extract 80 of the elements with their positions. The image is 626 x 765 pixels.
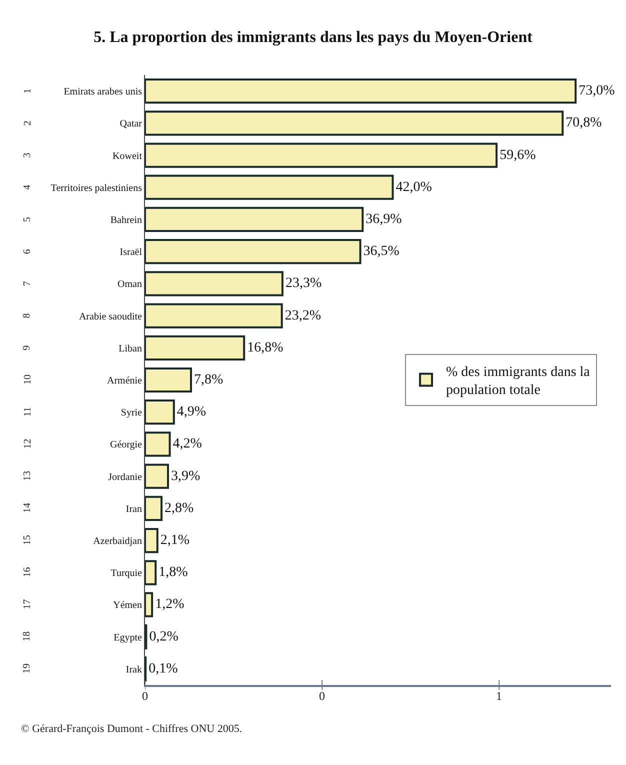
text: 2 [22, 120, 34, 126]
bar [145, 367, 192, 393]
data-label: 16,8% [247, 340, 284, 356]
bar [145, 560, 157, 586]
y-tick-label: Turquie [110, 568, 143, 580]
y-tick-label: Arménie [107, 376, 143, 386]
data-label: 0,1% [148, 661, 178, 676]
data-label: 23,2% [284, 308, 322, 324]
text: 4 [22, 184, 34, 190]
y-tick-label: Liban [118, 343, 142, 354]
data-label: 1,8% [158, 565, 188, 580]
text: 14 [22, 502, 34, 513]
text: 16 [22, 567, 33, 578]
data-label: 0,2% [149, 629, 179, 644]
text: 1 [22, 88, 34, 94]
bar [145, 335, 246, 360]
y-tick-label: Bahrein [110, 214, 142, 226]
bar [145, 206, 364, 232]
text: 8 [22, 313, 33, 318]
bar [145, 464, 170, 489]
text: 10 [22, 374, 34, 384]
legend-label: % des immigrants dans la population totale [446, 365, 591, 398]
bar [145, 142, 498, 168]
text: 13 [22, 470, 34, 481]
y-tick-label: Iran [126, 504, 142, 515]
chart-title: 5. La proportion des immigrants dans les pays du Moyen-Orient [94, 28, 534, 46]
text: 0 [142, 689, 148, 703]
bar [145, 271, 284, 296]
data-label: 4,9% [176, 404, 206, 420]
data-label: 70,8% [566, 116, 602, 131]
data-label: 1,2% [155, 597, 185, 612]
data-label: 7,8% [194, 372, 224, 388]
y-tick-label: Syrie [120, 408, 143, 419]
text: 12 [22, 438, 34, 449]
text: 15 [22, 535, 33, 546]
bar [145, 496, 163, 521]
text: © Gérard-François Dumont - Chiffres ONU 2005. [21, 723, 242, 735]
data-label: 4,2% [172, 436, 202, 452]
bar [145, 78, 577, 104]
data-label: 23,3% [285, 276, 322, 292]
text: 3 [22, 152, 34, 158]
y-tick-label: Oman [118, 279, 142, 290]
text: 18 [22, 631, 33, 642]
bar [145, 528, 158, 554]
y-tick-label: Jordanie [108, 472, 143, 483]
y-tick-label: Yémen [113, 600, 142, 612]
text: 1 [496, 689, 502, 703]
data-label: 36,9% [366, 212, 402, 227]
bar [145, 303, 283, 328]
bar [145, 239, 362, 264]
y-tick-label: Arabie saoudite [78, 311, 143, 322]
text: 5 [22, 216, 34, 222]
y-tick-label: Territoires palestiniens [50, 182, 142, 194]
y-tick-label: Egypte [114, 632, 143, 644]
y-tick-label: Emirats arabes unis [64, 86, 142, 98]
bar [145, 110, 564, 136]
text: 11 [22, 406, 34, 417]
y-tick-label: Géorgie [110, 440, 143, 451]
text: 9 [22, 345, 33, 350]
y-tick-label: Irak [126, 664, 142, 676]
data-label: 59,6% [500, 148, 536, 163]
text: 0 [319, 689, 325, 703]
text: 6 [22, 249, 33, 254]
data-label: 2,8% [164, 500, 194, 516]
data-label: 2,1% [160, 533, 190, 548]
y-tick-label: Qatar [120, 118, 143, 130]
y-tick-label: Azerbaidjan [93, 536, 142, 548]
bar [145, 592, 154, 618]
data-label: 36,5% [363, 244, 400, 260]
data-label: 73,0% [578, 84, 616, 99]
y-tick-label: Koweit [112, 150, 142, 162]
data-label: 3,9% [171, 468, 201, 484]
text: 19 [22, 663, 33, 674]
y-tick-label: Israël [120, 247, 142, 258]
bar [145, 400, 175, 425]
bar [145, 174, 394, 200]
text: 17 [22, 599, 33, 610]
text: 7 [22, 281, 33, 286]
data-label: 42,0% [396, 180, 432, 195]
bar [145, 432, 171, 457]
